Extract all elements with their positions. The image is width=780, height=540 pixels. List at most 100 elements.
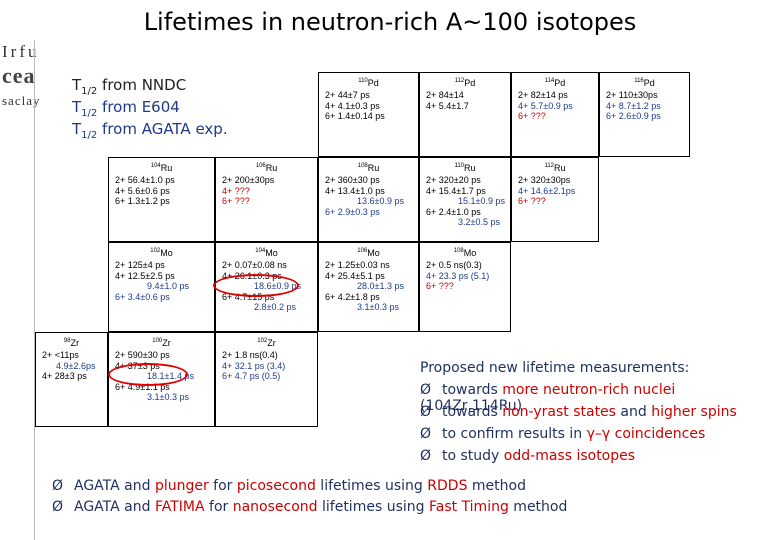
legend-e604: T1/2 from E604: [72, 98, 180, 119]
text-span: picosecond: [236, 478, 316, 494]
highlight-ellipse-mo104: [213, 274, 299, 297]
text-span: (104Zr,114Ru): [420, 398, 523, 414]
lifetime-value: 4+ 23.3 ps (5.1): [426, 270, 490, 281]
text-span: method: [467, 478, 526, 494]
lifetime-value: 6+ ???: [518, 111, 546, 121]
lifetime-value: 2+ 360±30 ps: [325, 175, 380, 185]
page-title: Lifetimes in neutron-rich A~100 isotopes: [143, 8, 637, 36]
lifetime-value: 2+ 110±30ps: [606, 90, 658, 100]
lifetime-value: 2.8±0.2 ps: [254, 302, 296, 312]
text-span: AGATA and: [74, 499, 155, 515]
arrow-bullet-icon: Ø: [52, 478, 64, 494]
nuclide-cell-pd114: 114Pd 2+ 82±14 ps 4+ 5.7±0.9 ps 6+ ???: [511, 72, 599, 157]
text-span: to confirm results in: [442, 426, 587, 442]
nuclide-label: 102Zr: [257, 338, 276, 348]
lifetime-value: 4+ 14.6±2.1ps: [518, 185, 576, 196]
text-span: γ–γ coincidences: [586, 426, 706, 442]
lifetime-value: 2+ 82±14 ps: [518, 90, 568, 100]
nuclide-label: 104Mo: [255, 248, 278, 258]
lifetime-value: 4+ 5.6±0.6 ps: [115, 185, 170, 196]
lifetime-value: 4+ 13.4±1.0 ps: [325, 185, 385, 196]
nuclide-label: 108Mo: [453, 248, 477, 258]
lifetime-value: 6+ 1.3±1.2 ps: [115, 196, 170, 206]
method-bullet: Ø AGATA and FATIMA for nanosecond lifetim…: [52, 499, 567, 515]
arrow-bullet-icon: Ø: [420, 382, 432, 398]
text-span: Fast Timing: [428, 499, 509, 515]
arrow-bullet-icon: Ø: [420, 448, 432, 464]
lifetime-value: 2+ 56.4±1.0 ps: [115, 175, 175, 185]
nuclide-cell-ru104: 104Ru 2+ 56.4±1.0 ps 4+ 5.6±0.6 ps 6+ 1.3±1…: [108, 157, 215, 242]
text-span: nanosecond: [232, 499, 318, 515]
saclay-logo: saclay: [2, 93, 41, 108]
nuclide-label: 114Pd: [544, 78, 566, 88]
lifetime-value: 4+ 32.1 ps (3.4): [222, 360, 286, 371]
lifetime-value: 28.0±1.3 ps: [357, 281, 404, 291]
lifetime-value: 4+ 5.7±0.9 ps: [518, 100, 573, 111]
nuclide-label: 98Zr: [63, 338, 80, 348]
lifetime-value: 6+ ???: [518, 196, 546, 206]
nuclide-cell-zr98: 98Zr 2+ <11ps 4.9±2.6ps 4+ 28±3 ps: [35, 332, 108, 427]
lifetime-value: 6+ 4.7 ps (0.5): [222, 371, 281, 381]
text-span: and: [615, 404, 652, 420]
lifetime-value: 4+ 28±3 ps: [42, 371, 87, 381]
text-span: higher spins: [651, 404, 737, 420]
lifetime-value: 2+ 44±7 ps: [325, 90, 370, 100]
lifetime-value: 6+ 4.9±1.1 ps: [115, 381, 170, 392]
nuclide-cell-ru108: 108Ru 2+ 360±30 ps 4+ 13.4±1.0 ps 13.6±0.9 …: [318, 157, 419, 242]
lifetime-value: 2+ 1.25±0.03 ns: [325, 260, 390, 270]
nuclide-cell-pd110: 110Pd 2+ 44±7 ps 4+ 4.1±0.3 ps 6+ 1.4±0.14 …: [318, 72, 419, 157]
lifetime-value: 2+ 0.07±0.08 ns: [222, 260, 287, 270]
legend-agata: T1/2 from AGATA exp.: [72, 120, 228, 141]
lifetime-value: 4.9±2.6ps: [56, 360, 96, 371]
lifetime-value: 6+ 4.2±1.8 ps: [325, 291, 380, 302]
proposed-heading: Proposed new lifetime measurements:: [420, 360, 690, 376]
text-span: lifetimes using: [317, 499, 429, 515]
arrow-bullet-icon: Ø: [420, 426, 432, 442]
text-span: non-yrast states: [502, 404, 616, 420]
lifetime-value: 4+ 25.4±5.1 ps: [325, 270, 385, 281]
nuclide-label: 112Ru: [544, 163, 566, 173]
nuclide-label: 102Mo: [150, 248, 173, 258]
lifetime-value: 9.4±1.0 ps: [147, 281, 189, 291]
text-span: method: [508, 499, 568, 515]
text-span: FATIMA: [154, 499, 205, 515]
nuclide-cell-ru106: 106Ru 2+ 200±30ps 4+ ??? 6+ ???: [215, 157, 318, 242]
lifetime-value: 6+ 3.4±0.6 ps: [115, 291, 170, 302]
lifetime-value: 2+ 320±20 ps: [426, 175, 481, 185]
lifetime-value: 13.6±0.9 ps: [357, 196, 404, 206]
legend-nndc: T1/2 from NNDC: [72, 76, 187, 97]
highlight-ellipse-zr100: [108, 363, 188, 386]
nuclide-cell-mo108: 108Mo 2+ 0.5 ns(0.3) 4+ 23.3 ps (5.1) 6+ ??…: [419, 242, 511, 332]
lifetime-value: 15.1±0.9 ps: [458, 196, 505, 206]
text-span: for: [208, 478, 237, 494]
text-span: AGATA and: [74, 478, 155, 494]
nuclide-cell-mo102: 102Mo 2+ 125±4 ps 4+ 12.5±2.5 ps 9.4±1.0 ps…: [108, 242, 215, 332]
lifetime-value: 4+ 8.7±1.2 ps: [606, 100, 661, 111]
arrow-bullet-icon: Ø: [420, 404, 432, 420]
lifetime-value: 4+ 4.1±0.3 ps: [325, 100, 380, 111]
nuclide-cell-ru112: 112Ru 2+ 320±30ps 4+ 14.6±2.1ps 6+ ???: [511, 157, 599, 242]
nuclide-label: 100Zr: [152, 338, 171, 348]
lifetime-value: 4+ ???: [222, 185, 250, 196]
nuclide-label: 110Pd: [358, 78, 379, 88]
lifetime-value: 4+ 5.4±1.7: [426, 100, 469, 111]
nuclide-cell-pd112: 112Pd 2+ 84±14 4+ 5.4±1.7: [419, 72, 511, 157]
nuclide-label: 108Ru: [357, 163, 380, 173]
text-span: lifetimes using: [315, 478, 428, 494]
lifetime-value: 6+ 2.4±1.0 ps: [426, 206, 481, 217]
lifetime-value: 6+ ???: [222, 196, 250, 206]
nuclide-label: 116Pd: [634, 78, 655, 88]
text-span: plunger: [154, 478, 209, 494]
lifetime-value: 4+ 12.5±2.5 ps: [115, 270, 175, 281]
lifetime-value: 2+ 590±30 ps: [115, 350, 170, 360]
nuclide-label: 104Ru: [150, 163, 173, 173]
lifetime-value: 2+ 1.8 ns(0.4): [222, 350, 278, 360]
method-bullet: Ø AGATA and plunger for picosecond lifeti…: [52, 478, 526, 494]
lifetime-value: 6+ 1.4±0.14 ps: [325, 111, 385, 121]
irfu-logo: Irfu: [2, 42, 40, 61]
lifetime-value: 4+ 15.4±1.7 ps: [426, 185, 486, 196]
